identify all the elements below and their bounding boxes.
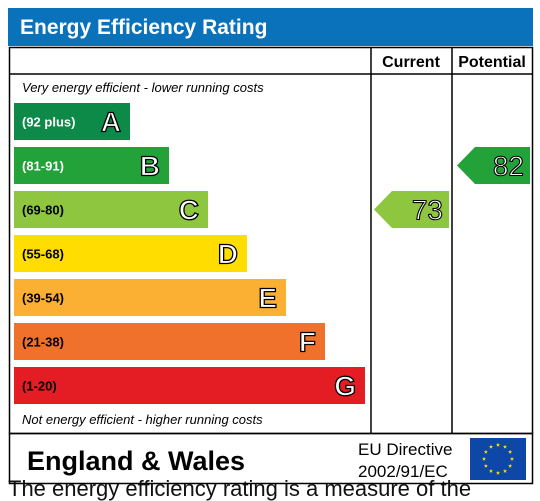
eu-star — [483, 449, 488, 454]
band-g-letter: G — [334, 371, 356, 402]
band-g-range: (1-20) — [22, 379, 57, 394]
column-header-current: Current — [382, 54, 440, 71]
band-f-bar — [14, 323, 325, 360]
title-bar — [8, 8, 533, 46]
eu-star — [488, 444, 494, 449]
eu-star — [502, 468, 508, 473]
top-note: Very energy efficient - lower running co… — [22, 80, 264, 95]
band-c-range: (69-80) — [22, 203, 64, 218]
eu-star — [495, 470, 501, 475]
directive-line-1: EU Directive — [358, 440, 452, 459]
band-b-bar — [14, 147, 169, 184]
band-f-range: (21-38) — [22, 335, 64, 350]
eu-star — [483, 463, 488, 468]
eu-star — [502, 444, 508, 449]
region-label: England & Wales — [27, 446, 245, 476]
current-rating-value: 73 — [412, 195, 443, 226]
directive-line-2: 2002/91/EC — [358, 462, 448, 481]
band-a-bar — [14, 103, 130, 140]
band-c-bar — [14, 191, 208, 228]
band-a-range: (92 plus) — [22, 115, 75, 130]
band-c-letter: C — [179, 195, 199, 226]
band-f-letter: F — [299, 327, 316, 358]
band-a-letter: A — [101, 107, 121, 138]
band-d-letter: D — [218, 239, 238, 270]
band-d-bar — [14, 235, 247, 272]
rating-markers: 73 82 — [374, 147, 530, 228]
footer-caption: The energy efficiency rating is a measur… — [8, 476, 472, 501]
eu-star — [508, 463, 513, 468]
band-e-letter: E — [258, 283, 277, 314]
potential-rating-arrow — [457, 147, 530, 184]
band-e-range: (39-54) — [22, 291, 64, 306]
potential-rating-value: 82 — [493, 151, 524, 182]
band-b-range: (81-91) — [22, 159, 64, 174]
eu-star — [488, 468, 494, 473]
eu-star — [508, 449, 513, 454]
chart-title: Energy Efficiency Rating — [20, 16, 267, 39]
footer-frame — [8, 432, 534, 485]
eu-star — [481, 456, 487, 461]
band-g-bar — [14, 367, 365, 404]
band-e-bar — [14, 279, 286, 316]
column-header-potential: Potential — [458, 54, 526, 71]
band-d-range: (55-68) — [22, 247, 64, 262]
band-b-letter: B — [140, 151, 160, 182]
rating-bands: (92 plus) A (81-91) B (69-80) C (55-68) D (39-54… — [14, 103, 365, 404]
eu-star — [509, 456, 515, 461]
current-rating-arrow — [374, 191, 449, 228]
eu-star — [495, 442, 501, 447]
bottom-note: Not energy efficient - higher running co… — [22, 412, 263, 427]
eu-flag-icon — [470, 438, 526, 480]
